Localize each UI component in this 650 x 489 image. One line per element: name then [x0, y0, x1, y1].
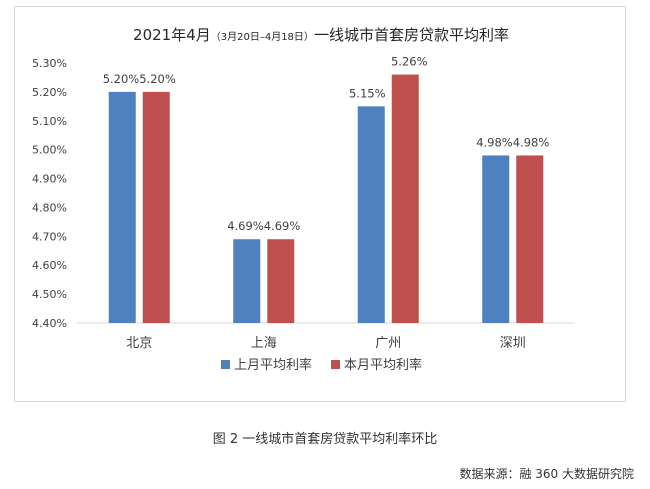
y-tick-label: 5.00%: [32, 144, 67, 157]
bar: [108, 91, 136, 323]
bar: [391, 74, 419, 323]
chart-frame: 2021年4月（3月20日–4月18日）一线城市首套房贷款平均利率 4.40% 4…: [14, 6, 626, 402]
x-category-label: 北京: [126, 336, 152, 351]
legend: 上月平均利率 本月平均利率: [221, 357, 422, 373]
bar: [233, 239, 261, 323]
x-category-label: 上海: [251, 336, 277, 351]
bar: [267, 239, 295, 323]
bar: [516, 155, 544, 323]
data-label: 5.26%: [391, 55, 428, 69]
bar: [482, 155, 510, 323]
legend-swatch: [221, 360, 230, 369]
y-tick-label: 4.60%: [32, 259, 67, 272]
legend-swatch: [331, 360, 340, 369]
bars: [108, 74, 544, 323]
y-tick-label: 4.40%: [32, 317, 67, 330]
y-tick-label: 4.80%: [32, 201, 67, 214]
data-label: 5.15%: [349, 86, 386, 100]
y-tick-label: 4.50%: [32, 288, 67, 301]
y-tick-label: 5.10%: [32, 115, 67, 128]
chart-title: 2021年4月（3月20日–4月18日）一线城市首套房贷款平均利率: [133, 26, 509, 44]
figure-caption: 图 2 一线城市首套房贷款平均利率环比: [212, 432, 438, 447]
category-labels: 北京 上海 广州 深圳: [126, 336, 526, 351]
data-label: 5.20%5.20%: [103, 72, 176, 86]
data-label: 4.69%4.69%: [227, 219, 300, 233]
data-source: 数据来源：融 360 大数据研究院: [459, 467, 634, 481]
y-tick-label: 4.70%: [32, 230, 67, 243]
bar: [357, 106, 385, 323]
y-tick-label: 4.90%: [32, 173, 67, 186]
legend-label: 上月平均利率: [234, 357, 312, 373]
x-category-label: 广州: [375, 336, 401, 351]
chart-title-main: 2021年4月: [133, 26, 211, 44]
y-tick-label: 5.20%: [32, 86, 67, 99]
chart-title-dates: （3月20日–4月18日）: [211, 31, 314, 43]
x-category-label: 深圳: [500, 336, 526, 351]
legend-label: 本月平均利率: [344, 357, 422, 373]
data-labels: 5.20%5.20% 4.69%4.69% 5.15% 5.26% 4.98%4.98%: [103, 55, 550, 234]
y-tick-label: 5.30%: [32, 57, 67, 70]
chart-title-suffix: 一线城市首套房贷款平均利率: [314, 26, 509, 44]
bar-chart: 2021年4月（3月20日–4月18日）一线城市首套房贷款平均利率 4.40% 4…: [32, 26, 575, 373]
data-label: 4.98%4.98%: [476, 135, 549, 149]
bar: [142, 91, 170, 323]
